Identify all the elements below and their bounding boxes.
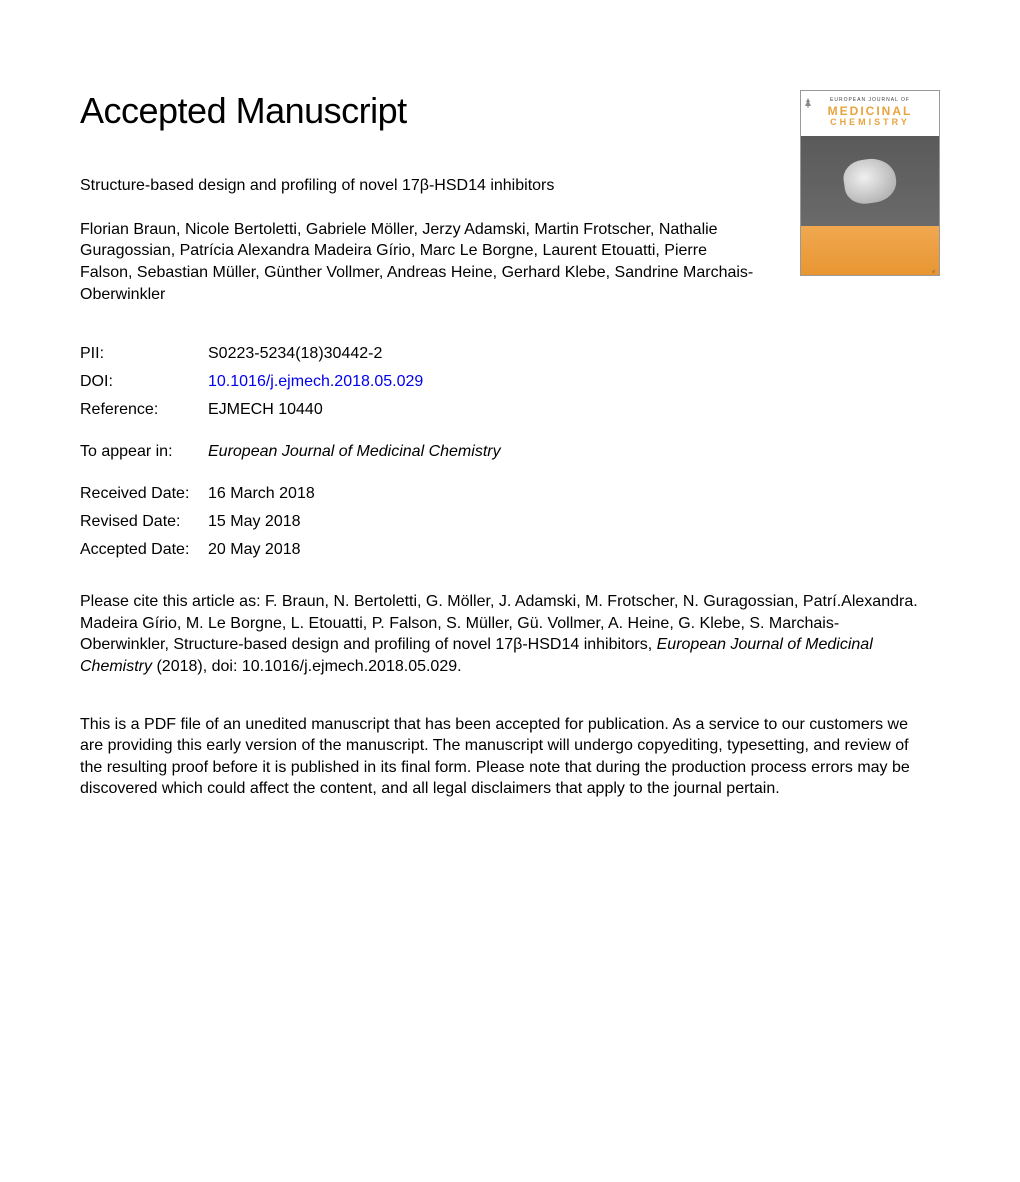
meta-row-accepted: Accepted Date: 20 May 2018 [80, 541, 940, 559]
accepted-label: Accepted Date: [80, 541, 208, 559]
cover-footer: /// [801, 226, 939, 276]
doi-label: DOI: [80, 373, 208, 391]
revised-label: Revised Date: [80, 513, 208, 531]
citation-paragraph: Please cite this article as: F. Braun, N… [80, 591, 920, 677]
received-value: 16 March 2018 [208, 485, 940, 503]
pii-label: PII: [80, 345, 208, 363]
revised-value: 15 May 2018 [208, 513, 940, 531]
elsevier-tree-icon [805, 95, 811, 105]
cover-title-line2: CHEMISTRY [807, 117, 933, 128]
doi-link[interactable]: 10.1016/j.ejmech.2018.05.029 [208, 373, 940, 391]
meta-row-received: Received Date: 16 March 2018 [80, 485, 940, 503]
meta-row-revised: Revised Date: 15 May 2018 [80, 513, 940, 531]
metadata-block: PII: S0223-5234(18)30442-2 DOI: 10.1016/… [80, 345, 940, 559]
received-label: Received Date: [80, 485, 208, 503]
meta-row-pii: PII: S0223-5234(18)30442-2 [80, 345, 940, 363]
accepted-value: 20 May 2018 [208, 541, 940, 559]
cover-publisher-line: EUROPEAN JOURNAL OF [807, 97, 933, 103]
cover-header: EUROPEAN JOURNAL OF MEDICINAL CHEMISTRY [801, 91, 939, 130]
cover-title-line1: MEDICINAL [807, 105, 933, 117]
reference-label: Reference: [80, 401, 208, 419]
author-list: Florian Braun, Nicole Bertoletti, Gabrie… [80, 219, 760, 305]
meta-row-reference: Reference: EJMECH 10440 [80, 401, 940, 419]
cover-diagonal-text: /// [931, 268, 936, 274]
reference-value: EJMECH 10440 [208, 401, 940, 419]
molecule-graphic [841, 155, 899, 206]
meta-row-to-appear: To appear in: European Journal of Medici… [80, 443, 940, 461]
to-appear-label: To appear in: [80, 443, 208, 461]
pii-value: S0223-5234(18)30442-2 [208, 345, 940, 363]
citation-suffix: (2018), doi: 10.1016/j.ejmech.2018.05.02… [152, 658, 462, 675]
cover-molecule-image [801, 136, 939, 226]
disclaimer-paragraph: This is a PDF file of an unedited manusc… [80, 714, 920, 800]
to-appear-value: European Journal of Medicinal Chemistry [208, 443, 940, 461]
meta-row-doi: DOI: 10.1016/j.ejmech.2018.05.029 [80, 373, 940, 391]
journal-cover-thumbnail: EUROPEAN JOURNAL OF MEDICINAL CHEMISTRY … [800, 90, 940, 276]
